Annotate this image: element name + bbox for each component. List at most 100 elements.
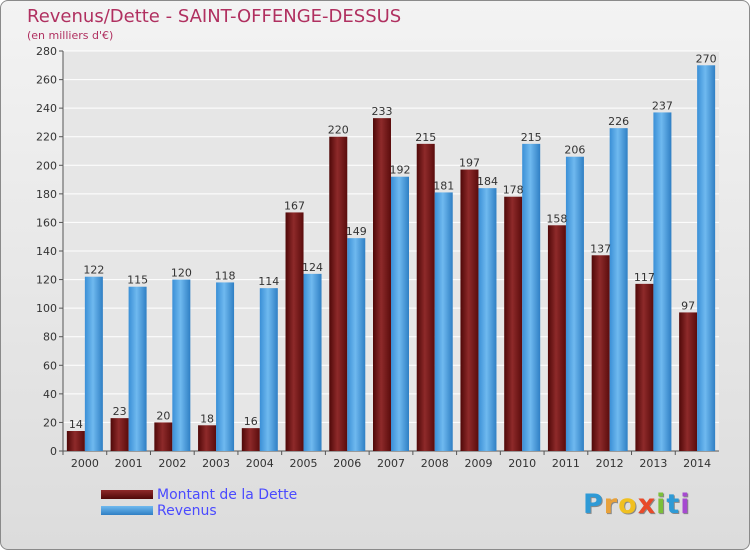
data-label-debt: 137 (590, 242, 611, 255)
bar-debt (329, 136, 348, 451)
x-tick-label: 2013 (639, 457, 667, 470)
data-label-revenue: 206 (564, 144, 585, 157)
bar-debt (110, 418, 129, 451)
y-tick-label: 0 (50, 445, 57, 458)
data-label-debt: 220 (328, 124, 349, 137)
bar-debt (154, 422, 173, 451)
y-tick-label: 140 (36, 245, 57, 258)
bar-revenue (434, 192, 453, 451)
data-label-debt: 20 (156, 409, 170, 422)
y-tick-label: 80 (43, 331, 57, 344)
x-tick-label: 2012 (596, 457, 624, 470)
bar-debt (416, 143, 435, 451)
x-tick-label: 2004 (246, 457, 274, 470)
y-tick-label: 120 (36, 274, 57, 287)
data-label-debt: 215 (415, 131, 436, 144)
y-tick-label: 260 (36, 74, 57, 87)
data-label-debt: 197 (459, 157, 480, 170)
y-tick-label: 220 (36, 131, 57, 144)
y-tick-label: 180 (36, 188, 57, 201)
logo-letter: r (603, 489, 619, 520)
bar-revenue (653, 112, 672, 451)
bar-debt (504, 196, 523, 451)
bar-revenue (391, 176, 409, 451)
data-label-revenue: 118 (215, 269, 236, 282)
data-label-revenue: 149 (346, 225, 367, 238)
logo-letter: t (666, 489, 681, 520)
x-tick-label: 2002 (158, 457, 186, 470)
chart-title: Revenus/Dette - SAINT-OFFENGE-DESSUS (27, 6, 402, 27)
bar-revenue (478, 188, 497, 451)
bar-revenue (172, 279, 191, 451)
legend-swatch-revenue (101, 506, 153, 515)
bar-revenue (565, 156, 584, 451)
data-label-revenue: 184 (477, 175, 498, 188)
y-tick-label: 60 (43, 359, 57, 372)
y-tick-label: 200 (36, 159, 57, 172)
bar-debt (241, 428, 260, 451)
x-tick-label: 2014 (683, 457, 711, 470)
logo-letter: o (618, 489, 638, 520)
y-tick-label: 240 (36, 102, 57, 115)
y-tick-label: 40 (43, 388, 57, 401)
data-label-debt: 14 (69, 418, 83, 431)
data-label-debt: 97 (681, 299, 695, 312)
data-label-revenue: 192 (390, 164, 411, 177)
bar-revenue (347, 238, 366, 451)
bar-revenue (522, 143, 541, 451)
x-tick-label: 2010 (508, 457, 536, 470)
x-tick-label: 2011 (552, 457, 580, 470)
legend-swatch-debt (101, 490, 153, 499)
bar-revenue (84, 276, 103, 451)
data-label-revenue: 226 (608, 115, 629, 128)
bar-debt (635, 283, 654, 451)
legend-label-revenue: Revenus (157, 503, 217, 519)
x-tick-label: 2003 (202, 457, 230, 470)
data-label-debt: 233 (372, 105, 393, 118)
x-tick-label: 2008 (421, 457, 449, 470)
bar-revenue (216, 282, 235, 451)
bar-revenue (128, 286, 147, 451)
data-label-debt: 167 (284, 199, 305, 212)
logo-letter: P (583, 489, 604, 520)
data-label-debt: 18 (200, 412, 214, 425)
bar-debt (285, 212, 304, 451)
x-tick-label: 2006 (333, 457, 361, 470)
bar-debt (198, 425, 217, 451)
bar-revenue (303, 273, 322, 451)
x-tick-label: 2001 (115, 457, 143, 470)
x-tick-label: 2000 (71, 457, 99, 470)
y-tick-label: 280 (36, 45, 57, 58)
bar-debt (679, 312, 698, 451)
proxiti-logo: Proxiti (583, 489, 691, 520)
chart-subtitle: (en milliers d'€) (27, 29, 114, 42)
logo-letter: i (656, 489, 667, 520)
bar-revenue (259, 288, 278, 451)
data-label-revenue: 114 (258, 275, 279, 288)
y-tick-label: 160 (36, 216, 57, 229)
bar-debt (66, 431, 85, 451)
bar-debt (373, 118, 391, 452)
data-label-debt: 117 (634, 271, 655, 284)
logo-letter: i (680, 489, 691, 520)
bar-revenue (609, 128, 628, 451)
data-label-revenue: 120 (171, 267, 192, 280)
y-tick-label: 100 (36, 302, 57, 315)
bar-debt (547, 225, 566, 451)
data-label-debt: 178 (503, 184, 524, 197)
data-label-debt: 158 (546, 212, 567, 225)
y-tick-label: 20 (43, 416, 57, 429)
bar-debt (591, 255, 610, 451)
data-label-revenue: 115 (127, 274, 148, 287)
x-tick-label: 2009 (464, 457, 492, 470)
data-label-revenue: 181 (433, 179, 454, 192)
data-label-revenue: 270 (696, 52, 717, 65)
legend-label-debt: Montant de la Dette (157, 487, 298, 503)
data-label-debt: 16 (244, 415, 258, 428)
bar-debt (460, 169, 479, 452)
data-label-revenue: 124 (302, 261, 323, 274)
data-label-debt: 23 (113, 405, 127, 418)
x-tick-label: 2007 (377, 457, 405, 470)
